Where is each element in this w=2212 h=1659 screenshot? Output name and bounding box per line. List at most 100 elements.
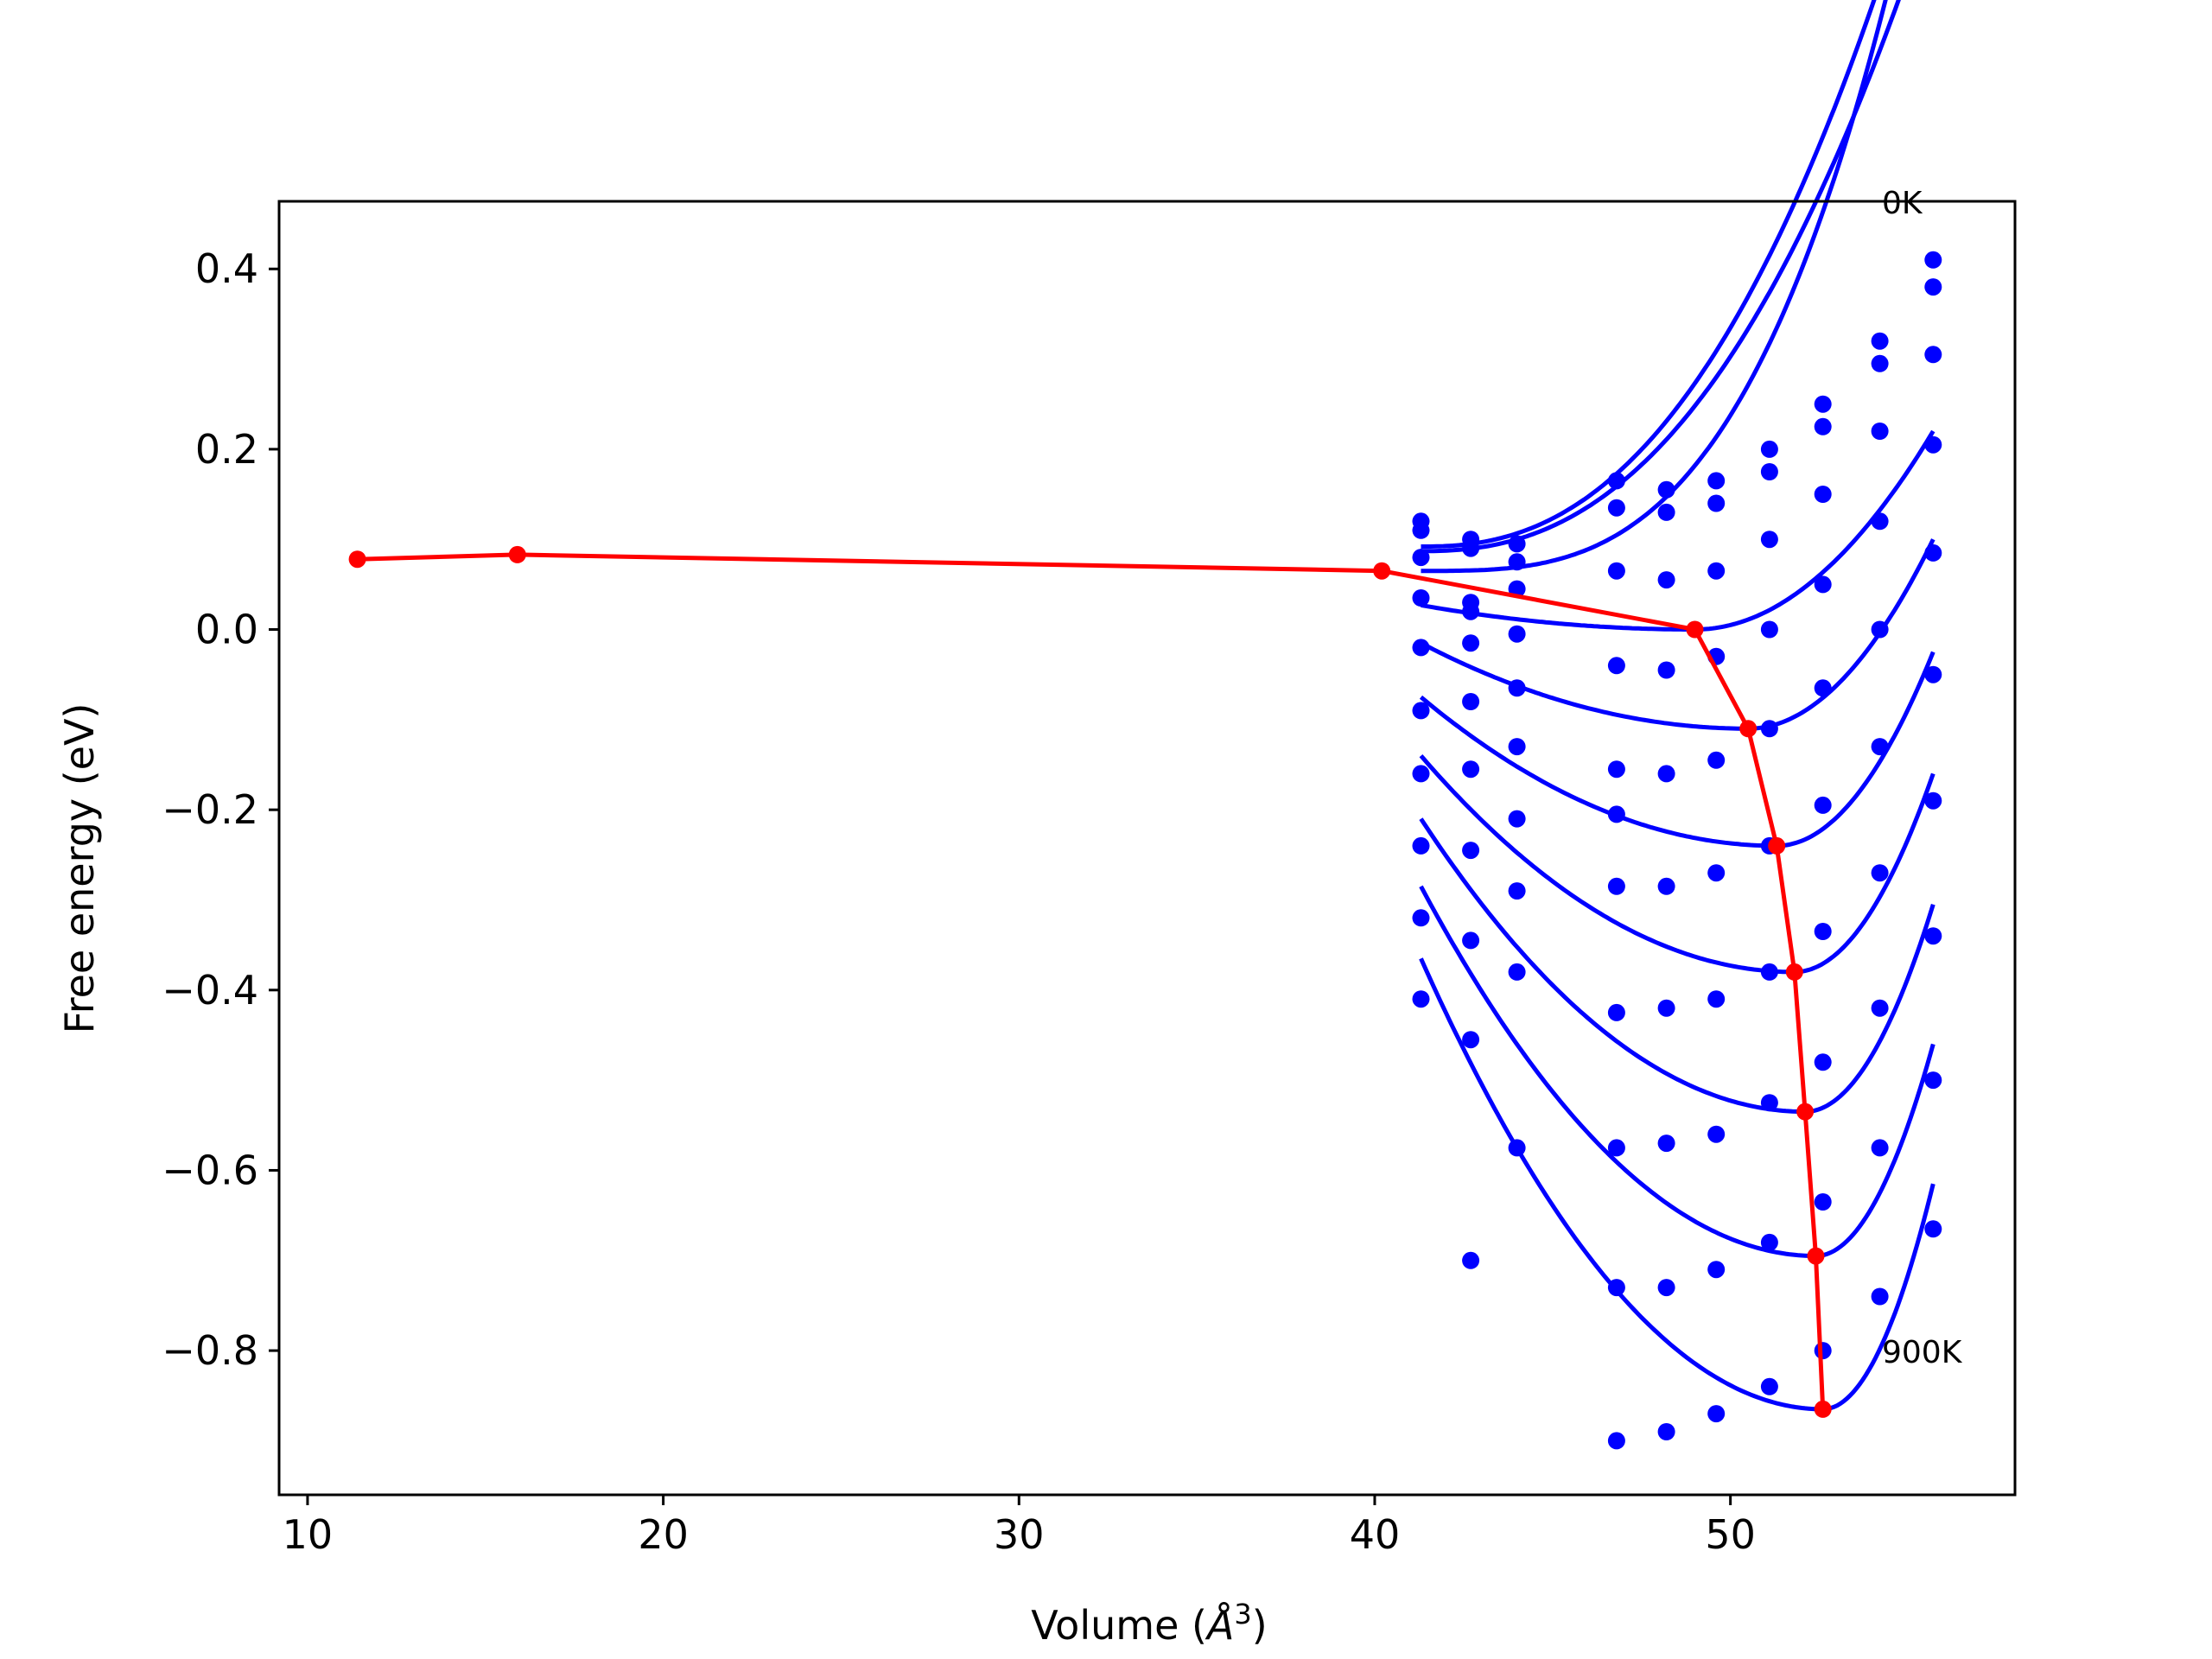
data-point xyxy=(1412,589,1430,607)
y-tick-label: −0.8 xyxy=(162,1327,258,1374)
x-tick-label: 40 xyxy=(1350,1511,1401,1558)
data-point xyxy=(1508,625,1526,643)
data-point xyxy=(1707,990,1726,1008)
data-point xyxy=(1657,877,1675,895)
data-point xyxy=(1412,836,1430,855)
data-point xyxy=(1412,549,1430,567)
x-axis: 10 20 30 40 50 xyxy=(283,1495,1756,1558)
data-point xyxy=(1508,963,1526,981)
data-point xyxy=(1871,423,1889,440)
annotation-0k: 0K xyxy=(1882,186,1923,221)
data-point xyxy=(1924,927,1942,945)
data-point xyxy=(1657,503,1675,521)
y-tick-label: 0.0 xyxy=(195,607,258,653)
data-point xyxy=(1508,810,1526,828)
fit-curve-6 xyxy=(1419,753,1936,975)
data-point xyxy=(1462,760,1480,779)
fit-curve-8 xyxy=(1419,885,1936,1258)
data-point xyxy=(1760,620,1778,639)
y-tick-label: −0.4 xyxy=(162,967,258,1014)
data-point xyxy=(1924,435,1942,454)
y-tick-label: 0.4 xyxy=(195,245,258,292)
data-point xyxy=(1871,332,1889,350)
data-point xyxy=(1462,602,1480,620)
fit-curve-9 xyxy=(1419,957,1936,1412)
x-axis-label-exponent: 3 xyxy=(1234,1598,1251,1630)
fit-curve-0 xyxy=(1421,0,1877,549)
data-point xyxy=(1707,562,1726,580)
data-point xyxy=(1924,1220,1942,1238)
data-point xyxy=(1462,693,1480,710)
minimum-point xyxy=(1768,836,1786,855)
data-point xyxy=(1814,486,1832,503)
data-point xyxy=(1924,665,1942,683)
minimum-point xyxy=(1739,720,1758,738)
minimum-point xyxy=(1686,620,1704,639)
data-point xyxy=(1924,346,1942,364)
data-point xyxy=(1760,1377,1778,1395)
data-point xyxy=(1760,1233,1778,1251)
minimum-point xyxy=(508,545,526,563)
data-point xyxy=(1657,765,1675,783)
minimum-point xyxy=(1796,1103,1815,1121)
x-tick-label: 20 xyxy=(638,1511,689,1558)
minimum-point xyxy=(1807,1247,1825,1265)
data-point xyxy=(1412,990,1430,1008)
data-point xyxy=(1814,1193,1832,1211)
fit-curve-4 xyxy=(1420,538,1936,731)
data-point xyxy=(1657,571,1675,589)
data-point xyxy=(1924,1071,1942,1090)
data-point xyxy=(1871,999,1889,1017)
data-point xyxy=(1462,634,1480,652)
data-point xyxy=(1814,923,1832,940)
data-point xyxy=(1412,765,1430,783)
minimum-point xyxy=(1785,963,1803,981)
data-point xyxy=(1657,1423,1675,1440)
fit-curve-2 xyxy=(1421,0,1888,574)
x-axis-label-unit: Å xyxy=(1205,1602,1234,1649)
data-point xyxy=(1508,738,1526,756)
data-point xyxy=(1462,842,1480,860)
data-point xyxy=(1607,1279,1625,1297)
data-point xyxy=(1657,999,1675,1017)
data-point xyxy=(1707,864,1726,882)
data-point xyxy=(1607,805,1625,823)
data-point xyxy=(1760,1094,1778,1112)
data-point xyxy=(1871,1139,1889,1157)
fit-curve-3 xyxy=(1421,429,1936,632)
data-point xyxy=(1814,1053,1832,1071)
data-point xyxy=(1657,480,1675,499)
data-point xyxy=(1814,395,1832,413)
data-point xyxy=(1607,1003,1625,1021)
data-point xyxy=(1607,657,1625,675)
plot-layer xyxy=(348,0,1942,1450)
data-point xyxy=(1760,963,1778,981)
data-point xyxy=(1462,539,1480,557)
minimum-point xyxy=(1373,562,1391,580)
data-point xyxy=(1924,251,1942,269)
data-point xyxy=(1871,512,1889,531)
data-point xyxy=(1508,882,1526,900)
y-tick-label: −0.6 xyxy=(162,1147,258,1193)
annotation-900k: 900K xyxy=(1882,1335,1963,1370)
data-point xyxy=(1871,864,1889,882)
data-point xyxy=(1607,499,1625,517)
data-point xyxy=(1508,553,1526,571)
data-point xyxy=(1607,760,1625,779)
data-point xyxy=(1814,417,1832,435)
x-axis-label-prefix: Volume ( xyxy=(1031,1602,1207,1649)
data-point xyxy=(1508,1139,1526,1157)
plot-frame xyxy=(277,200,2017,1497)
y-axis-label: Free energy (eV) xyxy=(56,703,103,1034)
data-point xyxy=(1607,472,1625,490)
data-point xyxy=(1462,931,1480,950)
data-point xyxy=(1760,720,1778,738)
y-axis: 0.4 0.2 0.0 −0.2 −0.4 −0.6 −0.8 xyxy=(162,245,279,1374)
y-tick-label: −0.2 xyxy=(162,786,258,833)
minimum-path-line xyxy=(357,552,1826,1410)
data-point xyxy=(1924,791,1942,810)
minimum-point xyxy=(348,550,366,569)
data-point xyxy=(1924,543,1942,562)
